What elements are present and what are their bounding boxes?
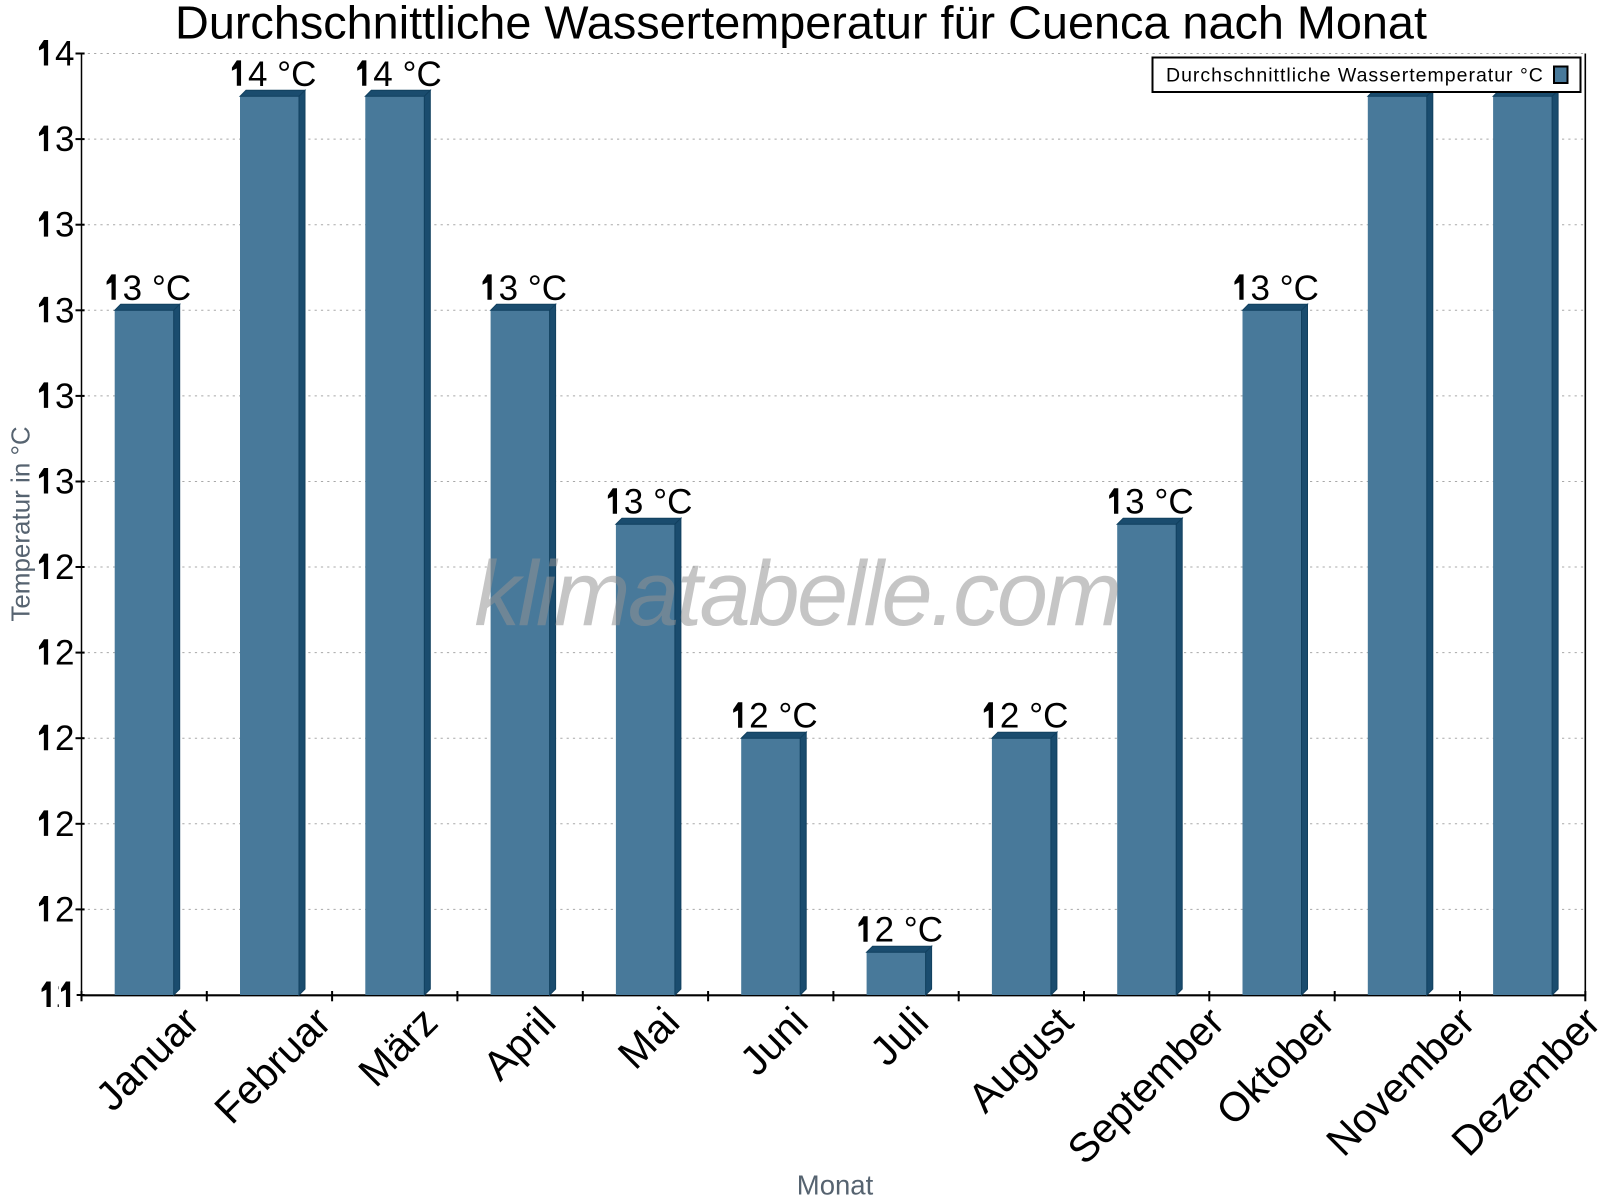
svg-text:klimatabelle.com: klimatabelle.com <box>474 543 1119 645</box>
svg-text:Durchschnittliche Wassertemper: Durchschnittliche Wassertemperatur °C <box>1166 64 1544 86</box>
svg-text:Temperatur in °C: Temperatur in °C <box>6 426 36 621</box>
svg-text:Monat: Monat <box>797 1169 874 1200</box>
svg-text:Durchschnittliche Wassertemper: Durchschnittliche Wassertemperatur für C… <box>175 0 1427 49</box>
